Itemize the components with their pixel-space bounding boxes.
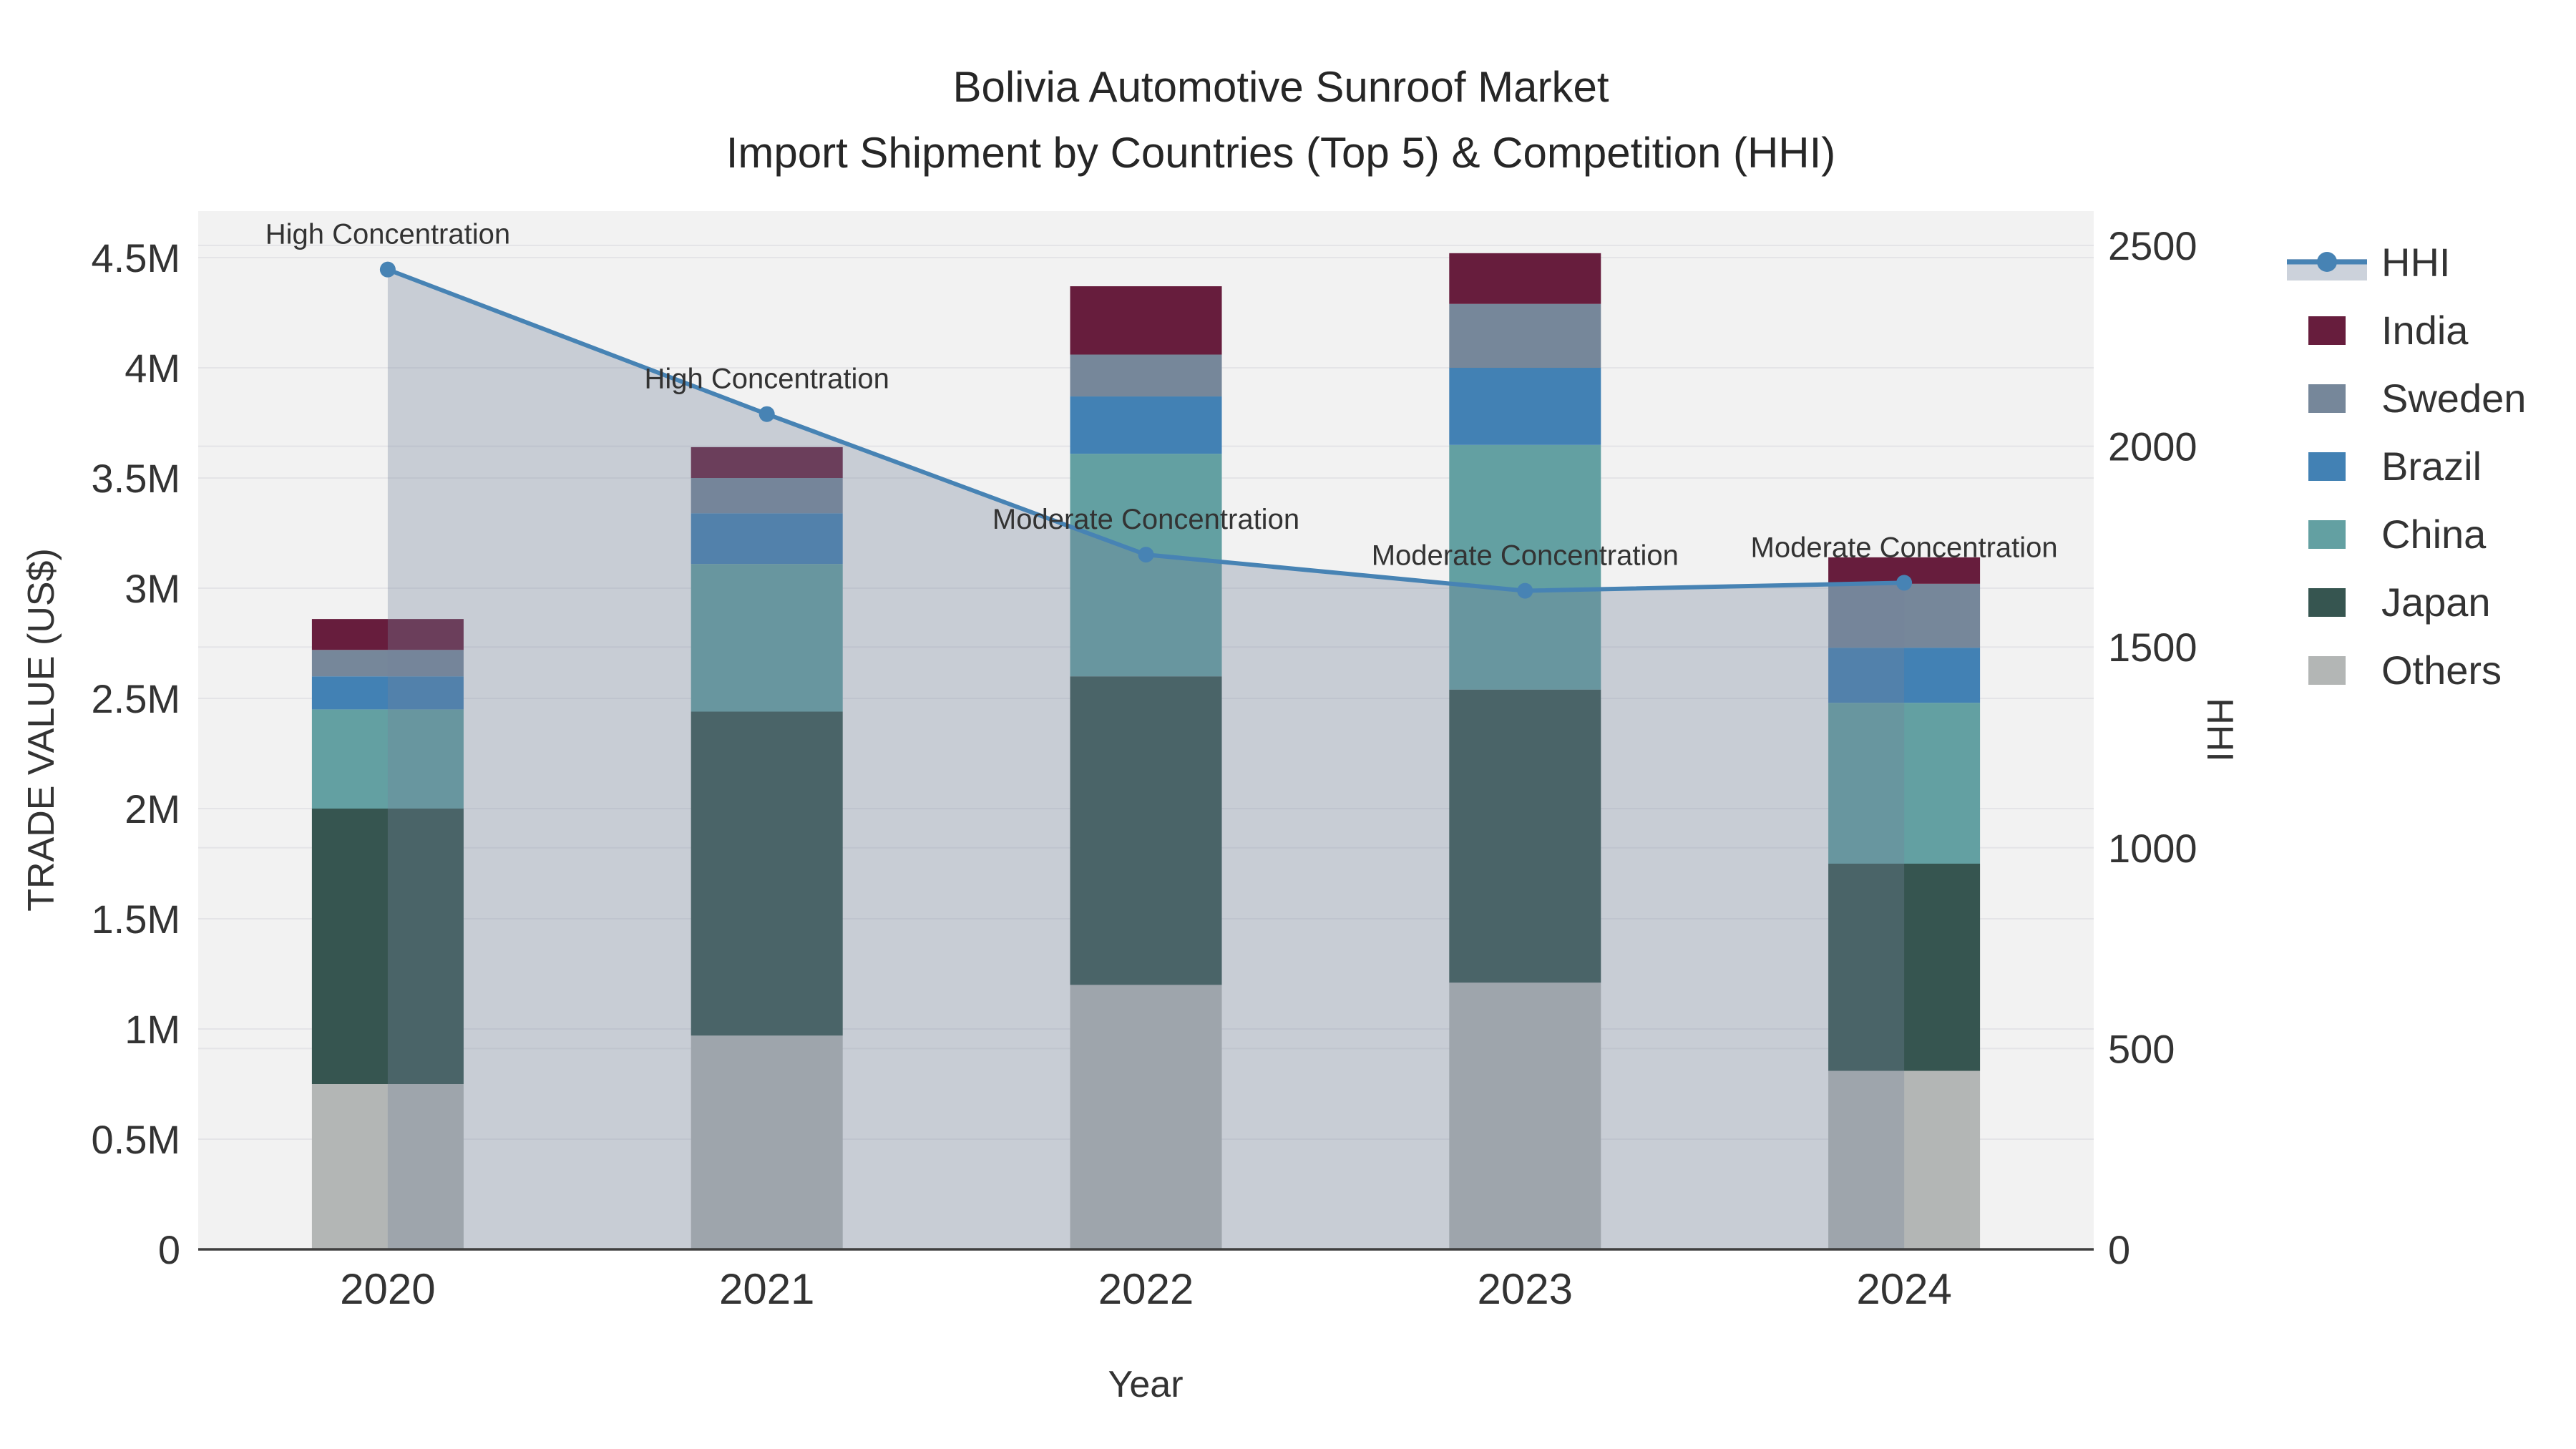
legend-label: HHI [2381, 240, 2450, 285]
bar-segment-brazil-2022[interactable] [1070, 396, 1222, 454]
bar-segment-others-2020[interactable] [311, 1084, 464, 1249]
hhi-marker-2024[interactable] [1896, 575, 1913, 591]
bar-segment-others-2021[interactable] [691, 1035, 843, 1249]
bar-segment-india-2021[interactable] [691, 447, 843, 478]
hhi-marker-2020[interactable] [379, 261, 396, 278]
bar-segment-sweden-2024[interactable] [1828, 583, 1981, 648]
bar-segment-china-2021[interactable] [691, 564, 843, 712]
legend-item-india[interactable]: India [2308, 308, 2469, 353]
right-tick-label: 0 [2108, 1227, 2130, 1272]
bar-segment-india-2020[interactable] [311, 619, 464, 650]
bars-layer [311, 253, 1981, 1249]
hhi-area-fill [387, 269, 1905, 1249]
legend-item-china[interactable]: China [2308, 512, 2487, 557]
legend-hhi-marker-icon [2317, 252, 2337, 272]
hhi-marker-2021[interactable] [758, 406, 775, 422]
bar-segment-brazil-2021[interactable] [691, 513, 843, 565]
bar-segment-china-2024[interactable] [1828, 703, 1981, 864]
legend-label: India [2381, 308, 2469, 353]
x-tick-label-2020: 2020 [340, 1265, 435, 1313]
legend-swatch-icon [2308, 520, 2346, 549]
right-tick-label: 1500 [2108, 625, 2197, 670]
right-tick-label: 500 [2108, 1026, 2175, 1071]
right-tick-label: 2000 [2108, 424, 2197, 469]
right-axis-title: HHI [2199, 698, 2240, 762]
left-tick-label: 3M [125, 566, 180, 611]
left-tick-label: 1M [125, 1007, 180, 1052]
bar-segment-japan-2024[interactable] [1828, 864, 1981, 1071]
legend-swatch-icon [2308, 656, 2346, 685]
legend-item-japan[interactable]: Japan [2308, 580, 2491, 625]
left-axis-title: TRADE VALUE (US$) [21, 548, 62, 912]
hhi-marker-2022[interactable] [1138, 547, 1154, 563]
bar-segment-india-2022[interactable] [1070, 286, 1222, 355]
hhi-annotation-2024: Moderate Concentration [1751, 532, 2058, 563]
hhi-line-layer [379, 261, 1913, 599]
legend-item-brazil[interactable]: Brazil [2308, 444, 2482, 489]
hhi-annotation-2021: High Concentration [644, 364, 889, 395]
tick-labels-layer: 0 0.5M 1M 1.5M 2M 2.5M 3M 3.5M 4M 4.5M 0 500 1000 150… [92, 223, 2197, 1313]
legend-item-hhi[interactable]: HHI [2287, 240, 2450, 285]
left-tick-label: 4M [125, 346, 180, 391]
bar-segment-japan-2022[interactable] [1070, 676, 1222, 985]
chart-title-line1: Bolivia Automotive Sunroof Market [952, 63, 1609, 111]
annotations-layer: High Concentration High Concentration Mode… [265, 219, 2058, 572]
bar-segment-sweden-2020[interactable] [311, 650, 464, 677]
chart-title-line2: Import Shipment by Countries (Top 5) & C… [726, 129, 1836, 177]
legend-layer: HHI India Sweden Brazil China Japan Others [2287, 240, 2526, 693]
bar-segment-brazil-2020[interactable] [311, 676, 464, 710]
legend-label: Japan [2381, 580, 2491, 625]
x-tick-label-2024: 2024 [1856, 1265, 1951, 1313]
bar-segment-others-2022[interactable] [1070, 985, 1222, 1249]
bar-segment-brazil-2023[interactable] [1449, 368, 1601, 445]
left-tick-label: 3.5M [92, 456, 181, 501]
right-tick-label: 1000 [2108, 826, 2197, 871]
legend-label: Sweden [2381, 376, 2526, 421]
bar-segment-china-2020[interactable] [311, 709, 464, 809]
legend-swatch-icon [2308, 384, 2346, 413]
legend-item-sweden[interactable]: Sweden [2308, 376, 2526, 421]
left-tick-label: 4.5M [92, 235, 181, 280]
right-tick-label: 2500 [2108, 223, 2197, 268]
hhi-area-layer [387, 269, 1905, 1249]
bar-segment-brazil-2024[interactable] [1828, 648, 1981, 703]
bar-segment-others-2023[interactable] [1449, 982, 1601, 1249]
bar-segment-sweden-2023[interactable] [1449, 303, 1601, 368]
legend-label: Others [2381, 648, 2502, 693]
bar-segment-sweden-2021[interactable] [691, 478, 843, 514]
hhi-marker-2023[interactable] [1517, 582, 1533, 599]
legend-swatch-icon [2308, 588, 2346, 617]
hhi-annotation-2023: Moderate Concentration [1372, 540, 1679, 572]
legend-item-others[interactable]: Others [2308, 648, 2502, 693]
bar-segment-others-2024[interactable] [1828, 1070, 1981, 1249]
legend-label: China [2381, 512, 2487, 557]
bar-segment-india-2023[interactable] [1449, 253, 1601, 304]
x-tick-label-2023: 2023 [1478, 1265, 1573, 1313]
x-axis-title: Year [1108, 1364, 1183, 1405]
x-tick-label-2021: 2021 [719, 1265, 814, 1313]
left-tick-label: 0.5M [92, 1117, 181, 1162]
bar-segment-japan-2020[interactable] [311, 809, 464, 1084]
bar-segment-china-2023[interactable] [1449, 444, 1601, 690]
legend-label: Brazil [2381, 444, 2482, 489]
x-tick-label-2022: 2022 [1098, 1265, 1194, 1313]
hhi-annotation-2020: High Concentration [265, 219, 510, 250]
legend-swatch-icon [2308, 452, 2346, 481]
legend-swatch-icon [2308, 316, 2346, 345]
left-tick-label: 2M [125, 786, 180, 831]
left-tick-label: 1.5M [92, 897, 181, 942]
bar-segment-japan-2021[interactable] [691, 711, 843, 1036]
bar-segment-china-2022[interactable] [1070, 454, 1222, 677]
bar-segment-sweden-2022[interactable] [1070, 354, 1222, 397]
left-tick-label: 2.5M [92, 676, 181, 721]
left-tick-label: 0 [158, 1227, 180, 1272]
hhi-annotation-2022: Moderate Concentration [992, 504, 1299, 535]
bar-segment-japan-2023[interactable] [1449, 689, 1601, 983]
